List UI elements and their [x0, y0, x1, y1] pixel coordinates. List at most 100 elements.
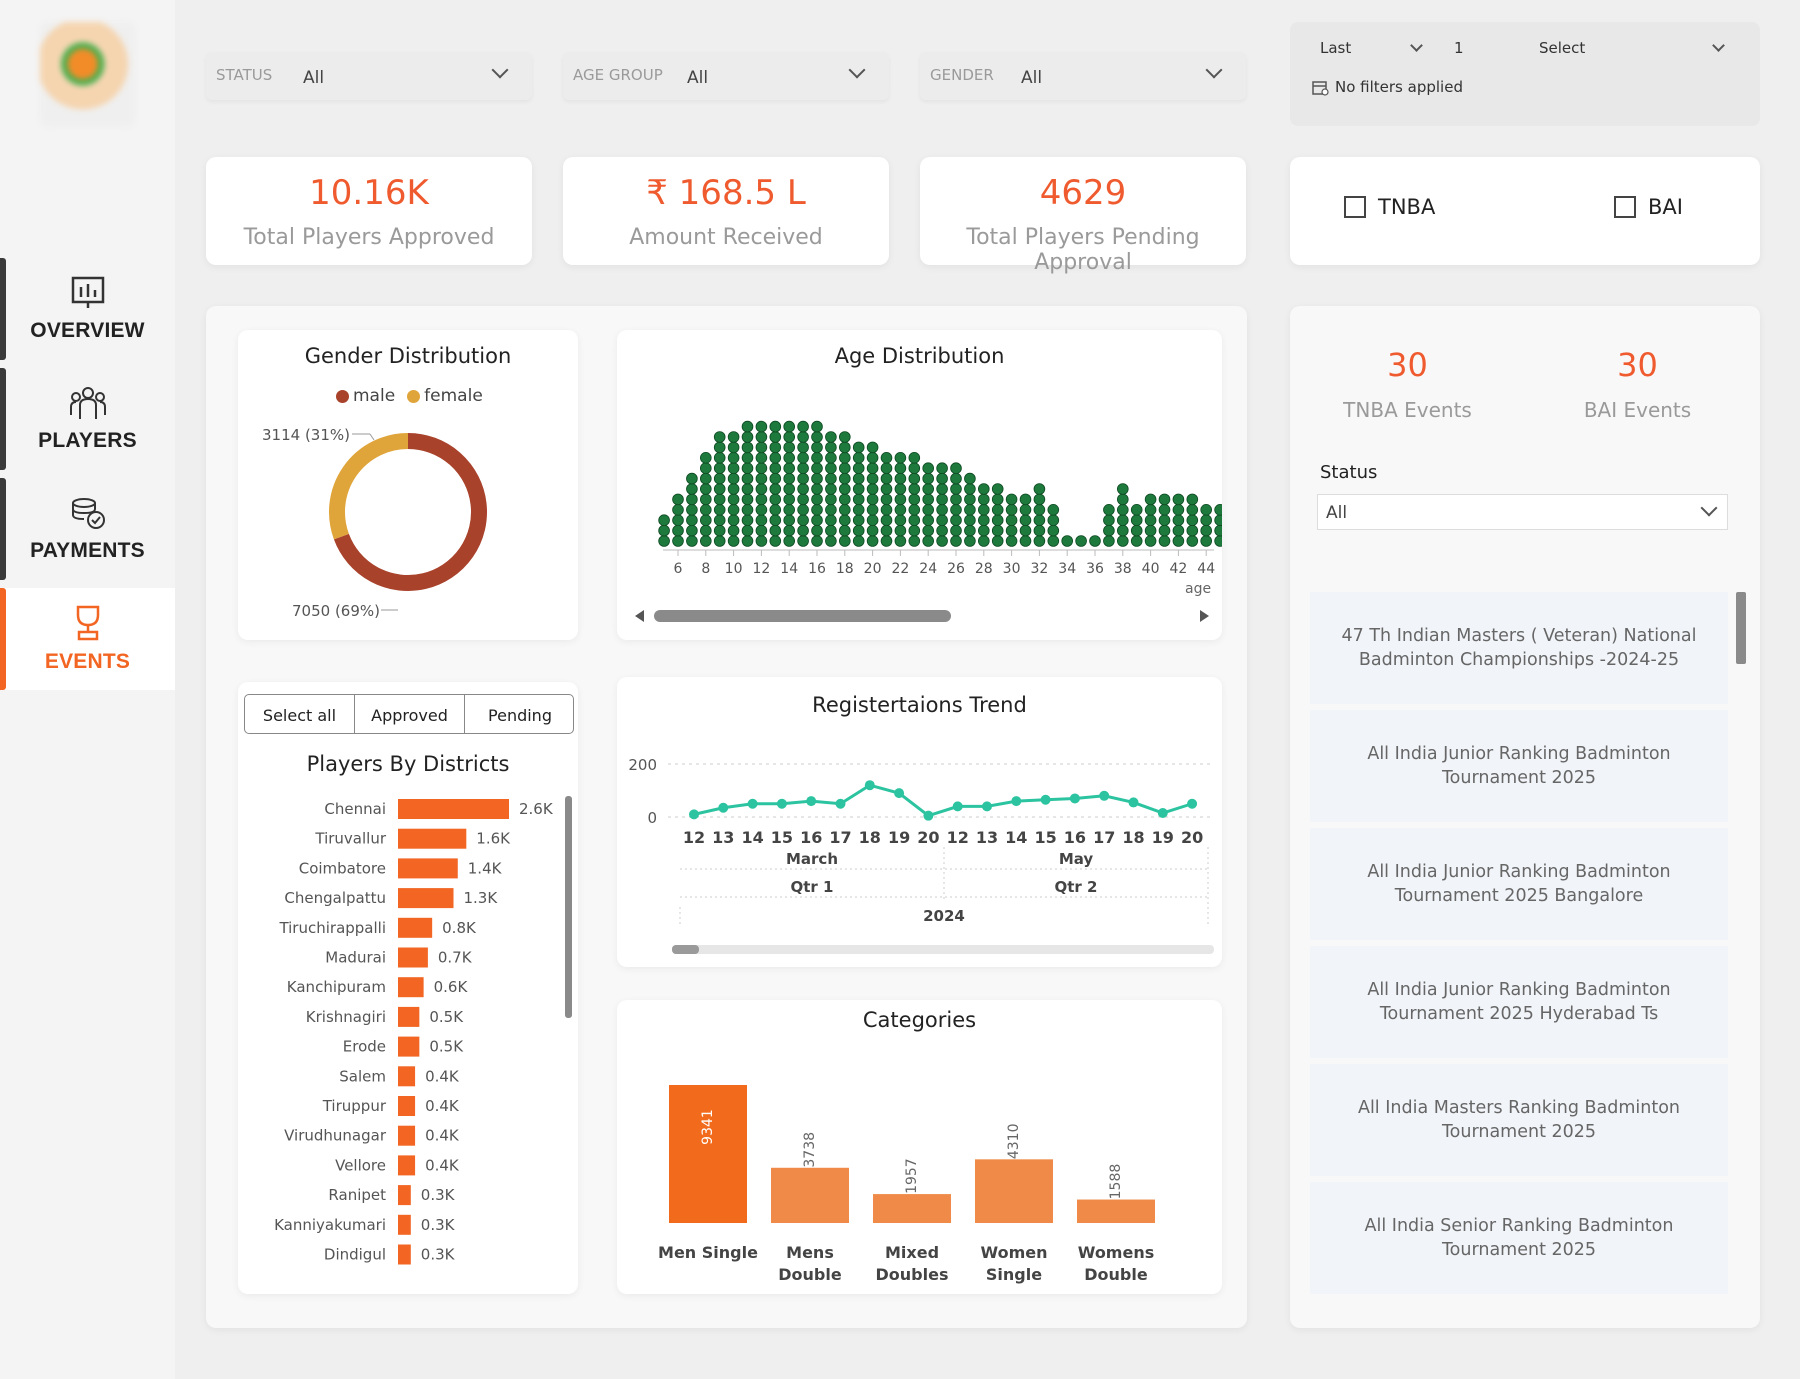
trend-point[interactable]: [1157, 808, 1168, 819]
age-dot: [797, 452, 809, 464]
age-group-filter[interactable]: AGE GROUP All: [563, 52, 889, 100]
scroll-right-icon[interactable]: [1200, 610, 1209, 622]
trend-point[interactable]: [776, 798, 787, 809]
age-dot: [950, 462, 962, 475]
trend-point[interactable]: [1187, 798, 1198, 809]
status-filter[interactable]: STATUS All: [206, 52, 532, 100]
trend-point[interactable]: [835, 798, 846, 809]
district-bar[interactable]: [398, 1096, 416, 1116]
month-march: March: [786, 850, 838, 868]
trend-point[interactable]: [747, 798, 758, 809]
gender-filter[interactable]: GENDER All: [920, 52, 1246, 100]
district-bar[interactable]: [398, 1155, 416, 1176]
age-dot: [936, 514, 948, 527]
trend-point[interactable]: [952, 801, 963, 812]
age-dot: [700, 483, 712, 495]
trend-point[interactable]: [894, 788, 905, 799]
trend-scroll-thumb[interactable]: [672, 945, 699, 954]
trend-point[interactable]: [982, 801, 992, 812]
date-count[interactable]: 1: [1454, 39, 1464, 57]
date-unit[interactable]: Select: [1539, 39, 1586, 57]
vertical-scrollbar[interactable]: [565, 796, 572, 1018]
district-bar[interactable]: [398, 1006, 420, 1027]
age-dot: [783, 452, 796, 464]
district-bar[interactable]: [398, 858, 458, 879]
age-dot: [922, 514, 935, 527]
event-list-item[interactable]: 47 Th Indian Masters ( Veteran) National…: [1310, 592, 1728, 704]
trend-point[interactable]: [923, 810, 934, 821]
age-dot: [1116, 514, 1129, 527]
trend-day-label: 15: [1034, 828, 1056, 847]
event-list-item[interactable]: All India Junior Ranking Badminton Tourn…: [1310, 710, 1728, 822]
age-dot: [769, 420, 782, 433]
age-dot: [797, 524, 809, 537]
district-bar[interactable]: [398, 1244, 411, 1265]
age-dot: [686, 535, 698, 547]
category-bar[interactable]: [669, 1085, 747, 1223]
age-dot: [811, 462, 823, 475]
district-bar[interactable]: [398, 947, 428, 968]
district-bar[interactable]: [398, 828, 467, 849]
trend-point[interactable]: [1128, 797, 1139, 808]
district-bar[interactable]: [398, 1066, 416, 1087]
trend-day-label: 14: [741, 828, 763, 847]
age-dot: [811, 452, 823, 464]
category-bar[interactable]: [1077, 1199, 1155, 1223]
trend-point[interactable]: [1040, 794, 1051, 805]
age-dot: [866, 472, 879, 485]
event-list-item[interactable]: All India Senior Ranking Badminton Tourn…: [1310, 1182, 1728, 1294]
age-dot: [658, 535, 670, 547]
age-dot: [700, 504, 712, 516]
district-bar[interactable]: [398, 1185, 411, 1206]
district-bar[interactable]: [398, 1036, 420, 1057]
district-bar[interactable]: [398, 1214, 411, 1235]
female-slice[interactable]: [329, 433, 409, 540]
chevron-down-icon[interactable]: [1410, 39, 1423, 52]
trend-point[interactable]: [864, 780, 875, 791]
category-bar[interactable]: [873, 1194, 951, 1223]
category-bar[interactable]: [771, 1167, 849, 1223]
event-list-item[interactable]: All India Junior Ranking Badminton Tourn…: [1310, 946, 1728, 1058]
age-dot: [755, 472, 768, 485]
age-dot: [672, 504, 684, 516]
trend-point[interactable]: [689, 809, 699, 820]
male-slice[interactable]: [333, 433, 487, 591]
event-list-item[interactable]: All India Junior Ranking Badminton Tourn…: [1310, 828, 1728, 940]
age-dot: [1005, 514, 1018, 527]
age-dot: [950, 514, 962, 527]
age-dot: [769, 441, 782, 454]
age-dot: [811, 504, 823, 516]
bai-checkbox[interactable]: [1614, 196, 1636, 218]
chevron-down-icon[interactable]: [1712, 39, 1725, 52]
events-scrollbar[interactable]: [1736, 592, 1746, 664]
trend-point[interactable]: [718, 802, 729, 813]
date-period[interactable]: Last: [1320, 39, 1352, 57]
event-list-item[interactable]: All India Masters Ranking Badminton Tour…: [1310, 1064, 1728, 1176]
trend-point[interactable]: [1069, 793, 1080, 804]
district-bar[interactable]: [398, 917, 433, 938]
trend-day-label: 20: [1181, 828, 1203, 847]
toggle-select-all[interactable]: Select all: [245, 695, 355, 733]
trend-point[interactable]: [806, 796, 817, 807]
toggle-approved[interactable]: Approved: [355, 695, 465, 733]
tnba-checkbox[interactable]: [1344, 196, 1366, 218]
district-bar[interactable]: [398, 1125, 416, 1146]
age-dot: [852, 472, 865, 485]
event-status-dropdown[interactable]: All: [1317, 494, 1728, 530]
district-bar[interactable]: [398, 888, 454, 909]
district-bar[interactable]: [398, 799, 509, 819]
scroll-left-icon[interactable]: [635, 610, 644, 622]
nav-overview[interactable]: OVERVIEW: [0, 258, 175, 360]
toggle-pending[interactable]: Pending: [488, 705, 552, 725]
trend-point[interactable]: [1099, 790, 1110, 801]
category-bar[interactable]: [975, 1159, 1053, 1223]
age-dot: [755, 441, 768, 454]
trend-point[interactable]: [1011, 796, 1022, 807]
nav-payments[interactable]: PAYMENTS: [0, 478, 175, 580]
age-dot: [672, 535, 684, 547]
horizontal-scrollbar[interactable]: [654, 610, 951, 622]
age-dot: [769, 472, 782, 485]
nav-events[interactable]: EVENTS: [0, 588, 175, 690]
nav-players[interactable]: PLAYERS: [0, 368, 175, 470]
district-bar[interactable]: [398, 977, 424, 998]
